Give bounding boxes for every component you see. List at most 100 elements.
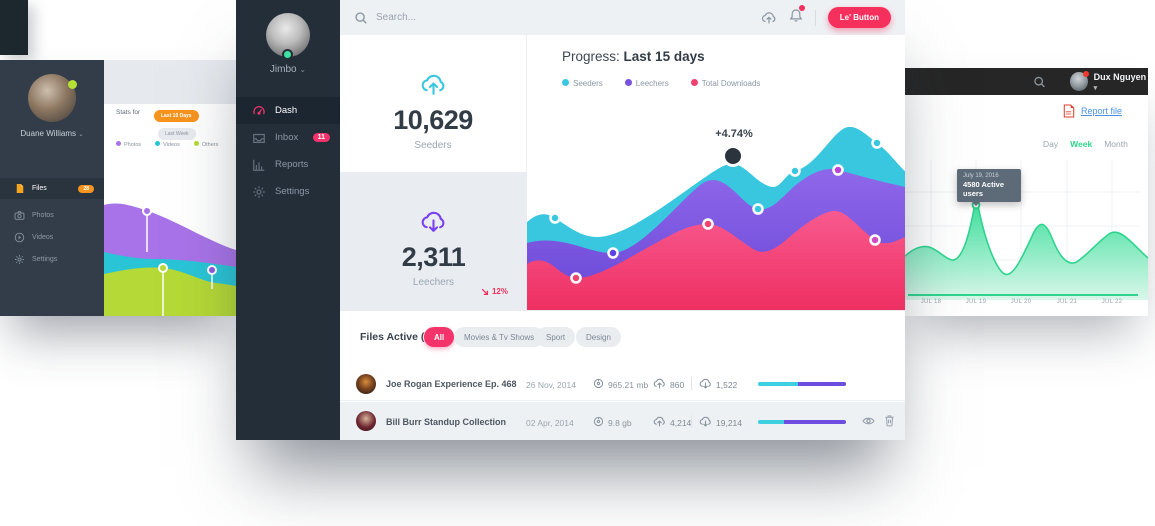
legend-item: Total Downloads — [690, 79, 760, 88]
x-label: JUL 22 — [1101, 299, 1123, 305]
x-label: JUL 20 — [1010, 299, 1032, 305]
download-count: 1,522 — [716, 380, 738, 390]
sidebar-item-label: Reports — [275, 159, 309, 170]
progress-panel: Progress: Last 15 days Seeders Leechers … — [527, 35, 905, 310]
progress-bar — [758, 419, 846, 424]
tooltip-value: 4580 Active users — [963, 180, 1005, 198]
topbar: Le' Button — [340, 0, 905, 35]
search-input[interactable] — [376, 12, 596, 23]
cloud-upload-icon[interactable] — [761, 11, 777, 25]
avatar — [1069, 71, 1089, 91]
user-name: Duane Williams — [20, 129, 76, 138]
sidebar-item-settings[interactable]: Settings — [0, 249, 104, 270]
sidebar-item-label: Dash — [275, 105, 298, 116]
period-tabs: Day Week Month — [1043, 139, 1128, 149]
sidebar-item-videos[interactable]: Videos — [0, 227, 104, 248]
search-icon — [355, 11, 367, 24]
background-window-fragment — [0, 0, 28, 55]
disk-icon — [593, 416, 604, 427]
leechers-value: 2,311 — [401, 242, 466, 272]
bar-chart-icon — [253, 159, 265, 171]
sidebar-item-label: Files — [32, 185, 47, 192]
user-menu[interactable]: Jimbo ⌄ — [236, 64, 340, 75]
upload-count: 4,214 — [670, 418, 692, 428]
legend-item: Videos — [155, 141, 180, 148]
seeders-value: 10,629 — [393, 105, 473, 135]
sidebar-item-settings[interactable]: Settings — [236, 178, 340, 205]
sidebar-item-label: Settings — [32, 256, 58, 263]
legend-item: Photos — [116, 141, 141, 148]
stats-for-label: Stats for — [116, 109, 141, 116]
pdf-icon — [1063, 104, 1075, 118]
disk-icon — [593, 378, 604, 389]
progress-title: Progress: Last 15 days — [562, 49, 705, 64]
status-dot — [282, 49, 293, 60]
file-size: 965.21 mb — [608, 380, 649, 390]
notification-dot — [1082, 71, 1089, 77]
x-label: JUL 18 — [920, 299, 942, 305]
sidebar-item-label: Photos — [32, 212, 54, 219]
sidebar-item-photos[interactable]: Photos — [0, 205, 104, 226]
row-avatar — [356, 374, 376, 394]
cloud-upload-icon — [653, 378, 665, 389]
user-name: Jimbo — [269, 64, 297, 75]
progress-area-chart: +4.74% — [527, 126, 905, 310]
files-section: Files Active (6) All Movies & Tv Shows S… — [340, 310, 905, 440]
left-content-header — [104, 60, 236, 104]
legend-item: Seeders — [562, 79, 603, 88]
notifications-button[interactable] — [789, 4, 805, 28]
user-menu[interactable]: Dux Nguyen ▾ — [1094, 72, 1148, 92]
upload-count: 860 — [670, 380, 685, 390]
left-content: Stats for Last 10 Days Last Week Photos … — [104, 60, 236, 316]
eye-icon[interactable] — [862, 415, 875, 427]
report-file-label: Report file — [1081, 106, 1123, 116]
divider — [691, 415, 692, 428]
camera-icon — [14, 211, 25, 220]
right-header: Dux Nguyen ▾ — [905, 68, 1148, 95]
gear-icon — [15, 255, 24, 264]
file-row[interactable]: Bill Burr Standup Collection 02 Apr, 201… — [340, 402, 905, 440]
sidebar-item-inbox[interactable]: Inbox 11 — [236, 124, 340, 151]
report-file-link[interactable]: Report file — [1063, 104, 1122, 118]
tab-week[interactable]: Week — [1070, 139, 1093, 149]
le-button[interactable]: Le' Button — [827, 7, 891, 28]
filter-design[interactable]: Design — [576, 327, 621, 347]
bell-icon — [789, 8, 803, 22]
tab-month[interactable]: Month — [1104, 139, 1128, 149]
annotation-marker — [722, 145, 744, 167]
file-size: 9.8 gb — [608, 418, 632, 428]
annotation-label: +4.74% — [715, 128, 753, 140]
sidebar-item-files[interactable]: Files 28 — [0, 178, 104, 199]
file-date: 26 Nov, 2014 — [526, 380, 576, 390]
tab-day[interactable]: Day — [1043, 139, 1059, 149]
download-count: 19,214 — [716, 418, 742, 428]
cloud-upload-icon — [421, 74, 444, 95]
x-label: JUL 19 — [965, 299, 987, 305]
row-avatar — [356, 411, 376, 431]
chevron-down-icon: ⌄ — [78, 131, 84, 138]
sidebar-item-label: Settings — [275, 186, 310, 197]
filter-movies-tv[interactable]: Movies & Tv Shows — [454, 327, 545, 347]
seeders-label: Seeders — [414, 140, 452, 151]
sidebar-item-reports[interactable]: Reports — [236, 151, 340, 178]
filter-sport[interactable]: Sport — [536, 327, 576, 347]
progress-bar — [758, 381, 846, 386]
range-last-10-days[interactable]: Last 10 Days — [154, 110, 199, 122]
inbox-icon — [253, 133, 265, 143]
right-window: Dux Nguyen ▾ Report file Day Week Month — [905, 68, 1148, 316]
filter-all[interactable]: All — [424, 327, 455, 347]
stats-mini-chart — [104, 203, 236, 316]
user-menu[interactable]: Duane Williams ⌄ — [0, 129, 104, 138]
files-badge: 28 — [78, 184, 94, 193]
active-users-chart — [905, 160, 1148, 300]
file-date: 02 Apr, 2014 — [526, 418, 574, 428]
trend-down-icon — [481, 288, 489, 295]
range-last-week[interactable]: Last Week — [158, 128, 196, 140]
file-row[interactable]: Joe Rogan Experience Ep. 468 26 Nov, 201… — [340, 366, 905, 401]
cloud-download-icon — [699, 416, 711, 427]
file-title: Joe Rogan Experience Ep. 468 — [386, 379, 517, 389]
divider — [814, 9, 816, 26]
sidebar-item-dash[interactable]: Dash — [236, 97, 340, 124]
trash-icon[interactable] — [884, 414, 895, 427]
search-icon[interactable] — [1033, 75, 1046, 89]
